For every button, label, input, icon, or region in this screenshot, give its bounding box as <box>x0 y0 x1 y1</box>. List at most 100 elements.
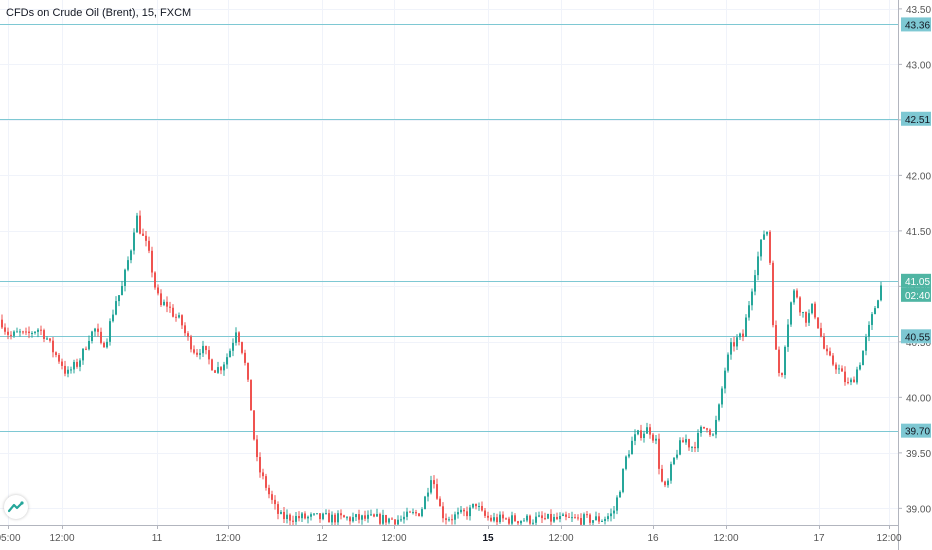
x-tick-label: 16 <box>647 533 659 544</box>
candle-body <box>439 498 441 507</box>
candle-body <box>775 325 777 350</box>
candle-body <box>250 379 252 411</box>
candle-body <box>574 517 576 519</box>
candle-body <box>766 231 768 235</box>
candle-body <box>214 370 216 373</box>
candle-body <box>463 509 465 512</box>
candle-body <box>355 514 357 518</box>
candle-body <box>160 293 162 305</box>
candle-body <box>709 429 711 435</box>
x-tick-label: 12:00 <box>381 533 406 544</box>
candle-body <box>388 518 390 523</box>
candle-body <box>112 314 114 322</box>
candle-body <box>679 440 681 455</box>
candle-body <box>508 518 510 524</box>
candle-body <box>634 434 636 441</box>
candle-body <box>226 357 228 365</box>
tradingview-logo-icon[interactable] <box>4 495 28 519</box>
candle-body <box>817 317 819 329</box>
candle-body <box>820 328 822 337</box>
candle-body <box>421 509 423 517</box>
candle-body <box>433 480 435 485</box>
candle-body <box>484 510 486 516</box>
candle-body <box>796 290 798 298</box>
candle-body <box>661 468 663 482</box>
candle-body <box>31 332 33 334</box>
candle-body <box>541 515 543 519</box>
candle-body <box>814 303 816 318</box>
candle-body <box>247 362 249 380</box>
candle-body <box>529 515 531 524</box>
candle-body <box>622 468 624 492</box>
y-tick-label: 43.00 <box>906 60 931 71</box>
candle-body <box>631 440 633 455</box>
candle-body <box>808 313 810 323</box>
x-tick-label: 12:00 <box>49 533 74 544</box>
candle-body <box>322 513 324 520</box>
candle-body <box>397 519 399 525</box>
candle-body <box>133 232 135 251</box>
x-tick-label: 05:00 <box>0 533 21 544</box>
x-tick-label: 12:00 <box>215 533 240 544</box>
candle-body <box>121 285 123 296</box>
candle-body <box>643 433 645 438</box>
candle-body <box>571 517 573 519</box>
candle-body <box>811 303 813 314</box>
candle-body <box>370 514 372 516</box>
candle-body <box>847 382 849 384</box>
candle-body <box>763 234 765 240</box>
candle-body <box>220 367 222 371</box>
candle-body <box>127 260 129 270</box>
candle-body <box>352 517 354 522</box>
candle-body <box>280 511 282 514</box>
candle-body <box>337 513 339 523</box>
candle-body <box>85 348 87 350</box>
candle-body <box>259 457 261 473</box>
candle-body <box>295 516 297 522</box>
candle-body <box>49 338 51 341</box>
candle-body <box>202 345 204 354</box>
candle-body <box>58 355 60 362</box>
candle-body <box>715 419 717 435</box>
candle-body <box>52 340 54 353</box>
candle-body <box>256 439 258 458</box>
x-tick-label: 12:00 <box>548 533 573 544</box>
candle-body <box>331 514 333 523</box>
candle-body <box>487 515 489 518</box>
candle-body <box>511 515 513 524</box>
candle-body <box>208 350 210 360</box>
grid-lines <box>0 0 898 525</box>
candle-body <box>46 338 48 340</box>
candle-body <box>862 350 864 366</box>
candle-body <box>583 514 585 525</box>
candle-body <box>115 301 117 315</box>
candle-body <box>880 285 882 301</box>
candle-body <box>229 350 231 358</box>
candle-body <box>100 331 102 343</box>
candle-body <box>292 520 294 522</box>
y-tick-label: 42.00 <box>906 171 931 182</box>
candle-body <box>469 507 471 517</box>
candle-body <box>124 269 126 286</box>
candle-body <box>451 519 453 521</box>
y-tick-label: 39.00 <box>906 504 931 515</box>
x-tick-label: 12:00 <box>713 533 738 544</box>
candle-body <box>196 352 198 355</box>
candle-body <box>184 325 186 334</box>
candle-body <box>697 432 699 449</box>
candle-body <box>154 272 156 288</box>
candle-body <box>646 427 648 434</box>
candle-body <box>727 354 729 371</box>
candle-body <box>772 262 774 326</box>
x-tick-label: 17 <box>813 533 825 544</box>
candle-body <box>640 430 642 438</box>
candle-body <box>148 240 150 251</box>
candle-body <box>481 505 483 511</box>
candle-body <box>367 514 369 519</box>
candle-body <box>37 329 39 332</box>
candle-body <box>286 514 288 520</box>
candle-body <box>163 301 165 305</box>
candle-body <box>241 342 243 353</box>
candle-body <box>595 516 597 521</box>
